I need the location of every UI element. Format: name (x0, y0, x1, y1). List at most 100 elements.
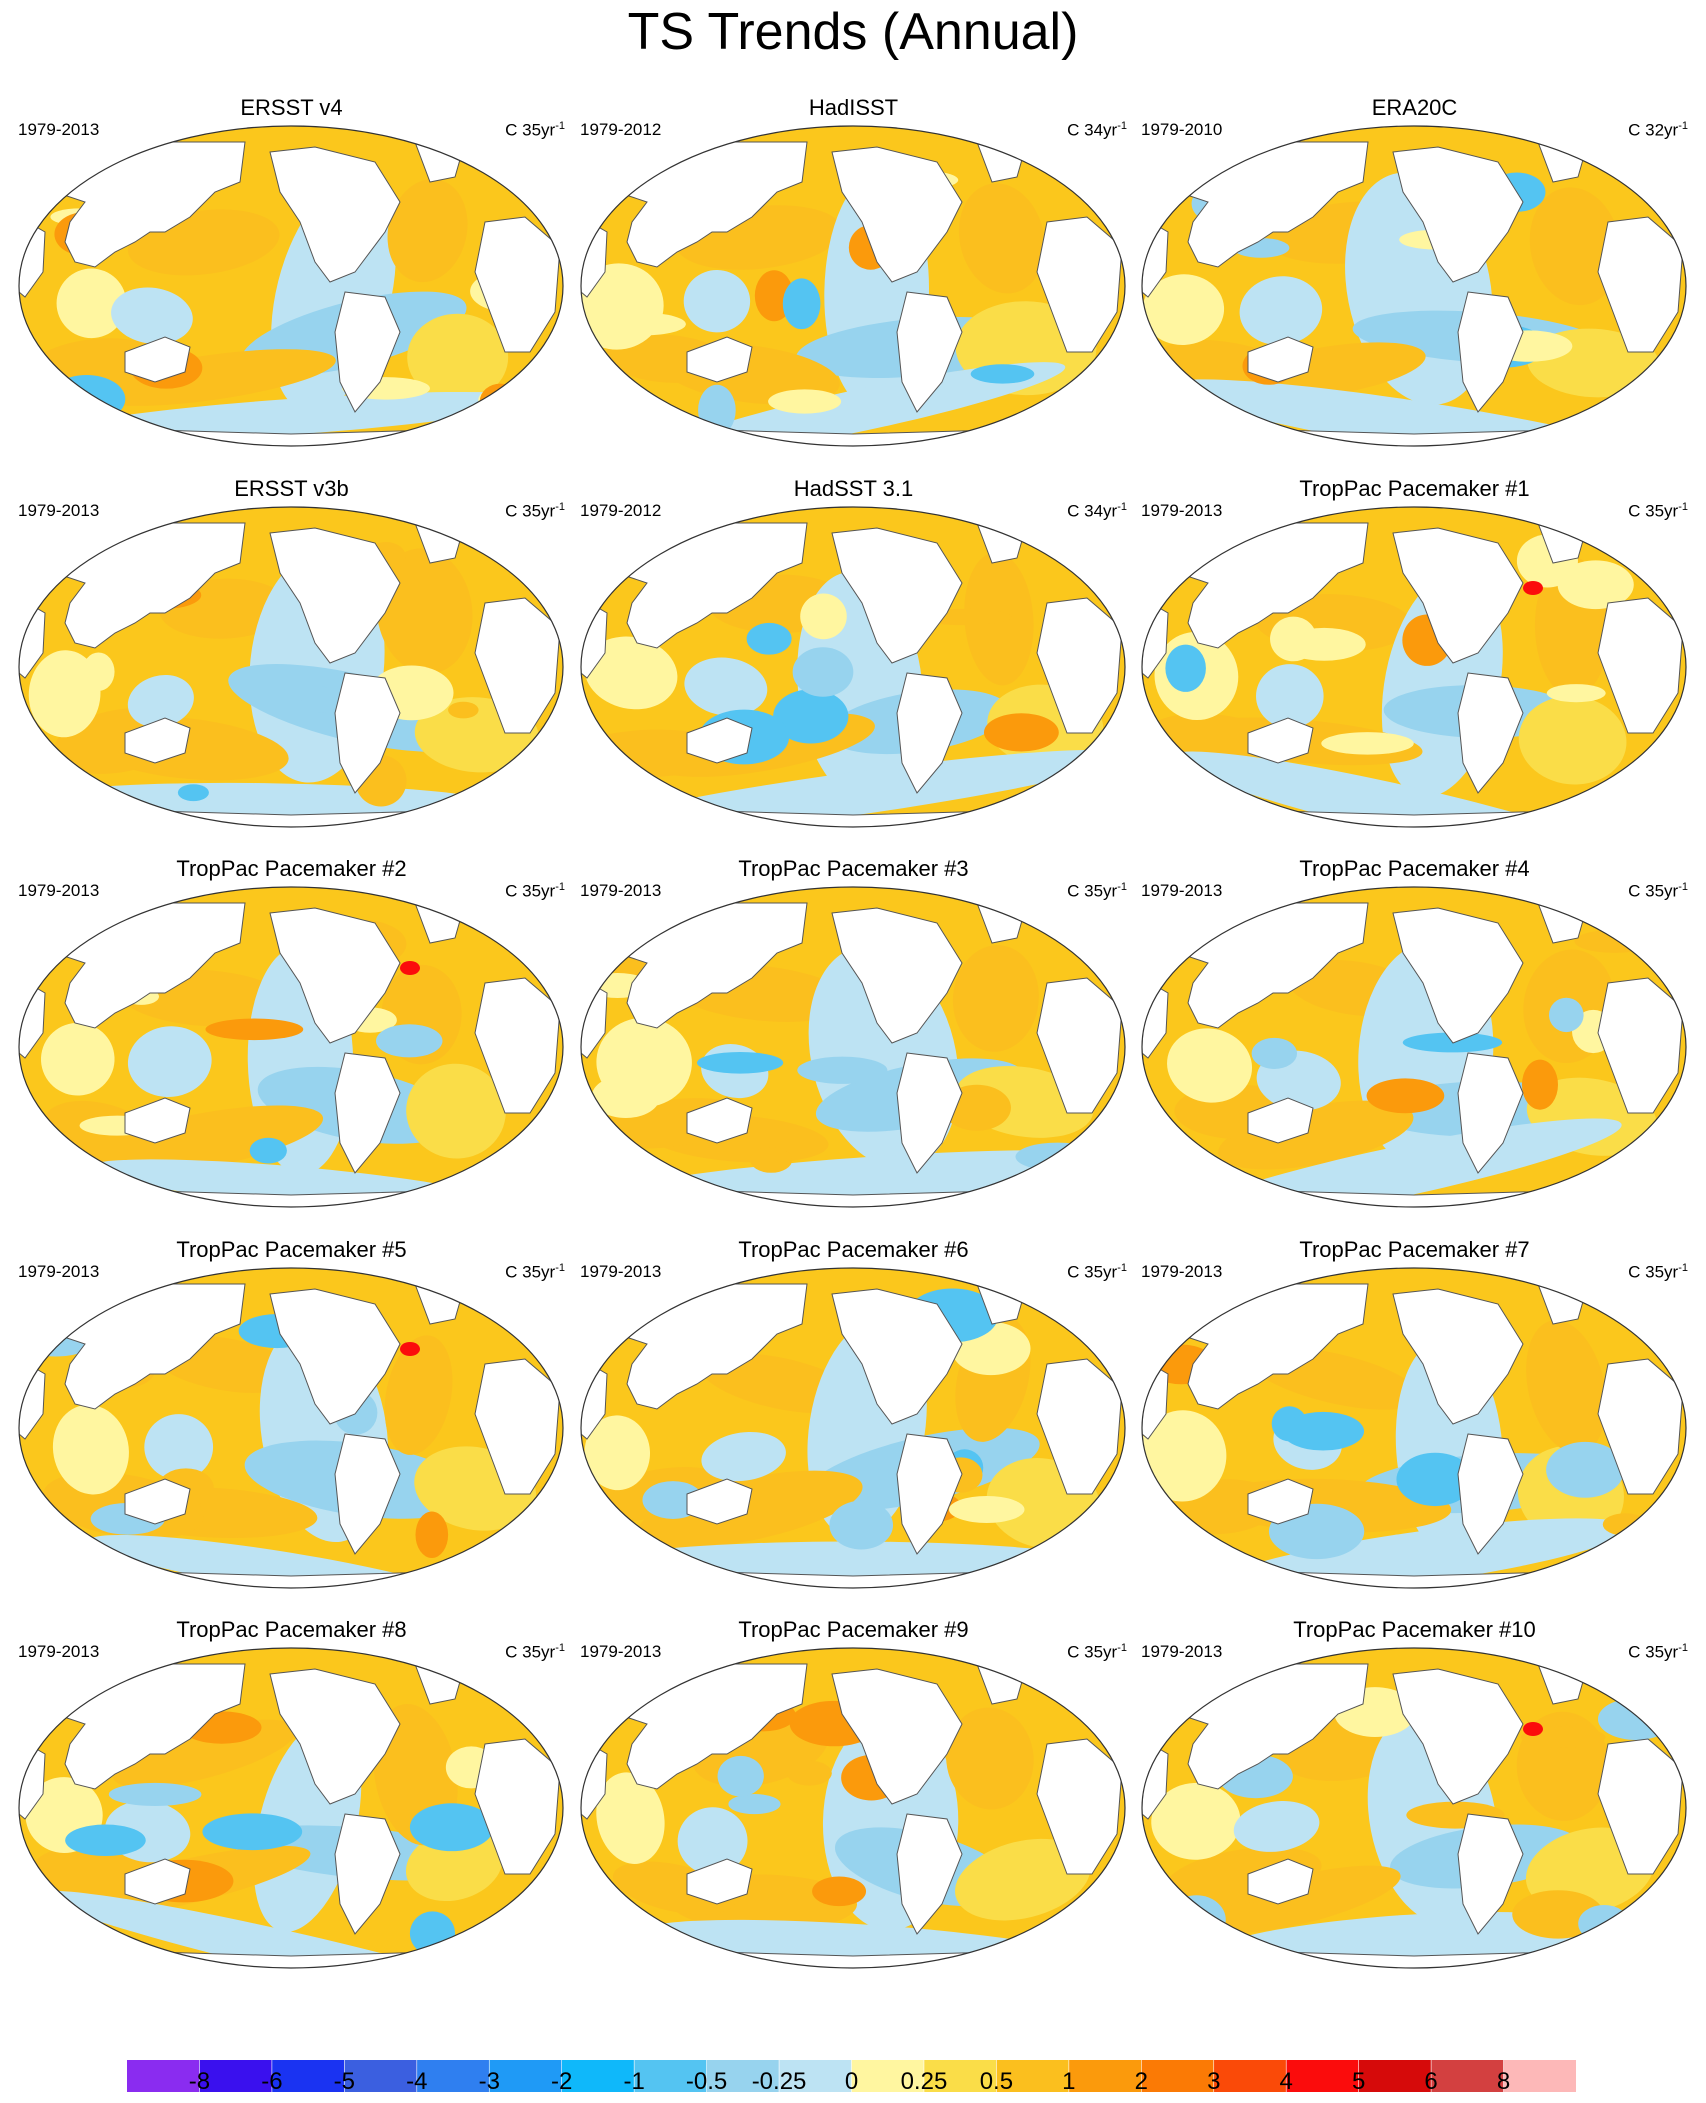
colorbar-tick-label: -6 (261, 2068, 283, 2095)
panel-period: 1979-2013 (580, 881, 662, 900)
world-map (580, 886, 1126, 1208)
panel-period: 1979-2013 (18, 881, 100, 900)
trend-field (19, 1648, 563, 1968)
world-map (580, 1647, 1126, 1969)
panel-title: ERSST v4 (240, 95, 343, 120)
trend-field (1142, 887, 1686, 1207)
panel-units: C 35yr-1 (1067, 881, 1127, 901)
colorbar-swatch (1213, 2060, 1287, 2092)
panel-units: C 34yr-1 (1067, 501, 1127, 521)
panel-period: 1979-2013 (1141, 1262, 1223, 1281)
colorbar-swatch (1068, 2060, 1142, 2092)
panel-period: 1979-2013 (18, 120, 100, 139)
colorbar-swatch (416, 2060, 490, 2092)
panel-units: C 35yr-1 (1067, 1642, 1127, 1662)
figure-title: TS Trends (Annual) (627, 3, 1079, 61)
colorbar-tick-label: -0.25 (751, 2068, 807, 2095)
colorbar-tick-label: -3 (478, 2068, 500, 2095)
panel-units: C 32yr-1 (1628, 120, 1688, 140)
colorbar (127, 2060, 1576, 2092)
colorbar-swatch (996, 2060, 1069, 2092)
panel-units: C 35yr-1 (505, 1642, 565, 1662)
colorbar-swatch (561, 2060, 635, 2092)
map-panel: TropPac Pacemaker #9 1979-2013 C 35yr-1 (570, 1617, 1137, 1983)
world-map (1141, 886, 1687, 1208)
trend-field (19, 126, 563, 446)
world-map (18, 1647, 564, 1969)
world-map (580, 125, 1126, 447)
trend-field (19, 1268, 563, 1588)
colorbar-tick-label: -1 (623, 2068, 645, 2095)
world-map (580, 1267, 1126, 1589)
colorbar-tick-label: -4 (406, 2068, 428, 2095)
colorbar-swatch (1431, 2060, 1504, 2092)
panel-units: C 35yr-1 (1628, 881, 1688, 901)
panel-title: TropPac Pacemaker #4 (1299, 856, 1530, 881)
world-map (18, 125, 564, 447)
trend-field (581, 887, 1125, 1207)
trend-field (581, 1648, 1125, 1968)
trend-field (19, 507, 563, 827)
world-map (18, 1267, 564, 1589)
colorbar-swatch (489, 2060, 562, 2092)
colorbar-swatch (1358, 2060, 1432, 2092)
panel-title: TropPac Pacemaker #10 (1293, 1617, 1536, 1642)
map-panel: TropPac Pacemaker #8 1979-2013 C 35yr-1 (8, 1617, 575, 1983)
panel-units: C 35yr-1 (1628, 1642, 1688, 1662)
colorbar-swatch (634, 2060, 707, 2092)
colorbar-swatch (706, 2060, 780, 2092)
colorbar-tick-label: -5 (333, 2068, 356, 2095)
panel-period: 1979-2013 (18, 501, 100, 520)
colorbar-swatch (127, 2060, 200, 2092)
panel-title: TropPac Pacemaker #3 (738, 856, 969, 881)
panel-units: C 35yr-1 (505, 881, 565, 901)
panel-title: TropPac Pacemaker #9 (738, 1617, 969, 1642)
panel-title: HadSST 3.1 (793, 476, 914, 501)
panel-title: TropPac Pacemaker #8 (176, 1617, 407, 1642)
world-map (1141, 1267, 1687, 1589)
panel-period: 1979-2013 (18, 1642, 100, 1661)
map-panel: TropPac Pacemaker #2 1979-2013 C 35yr-1 (8, 856, 575, 1222)
colorbar-tick-label: 4 (1279, 2068, 1293, 2095)
trend-field (1142, 1648, 1686, 1968)
map-panel: TropPac Pacemaker #1 1979-2013 C 35yr-1 (1131, 476, 1698, 842)
panel-units: C 35yr-1 (1628, 501, 1688, 521)
panel-title: TropPac Pacemaker #1 (1299, 476, 1530, 501)
panel-units: C 35yr-1 (1628, 1262, 1688, 1282)
colorbar-swatch (1503, 2060, 1576, 2092)
map-panel: TropPac Pacemaker #7 1979-2013 C 35yr-1 (1131, 1237, 1698, 1603)
colorbar-tick-label: -0.5 (685, 2068, 728, 2095)
colorbar-swatch (1141, 2060, 1214, 2092)
colorbar-swatch (199, 2060, 272, 2092)
panel-units: C 35yr-1 (1067, 1262, 1127, 1282)
colorbar-tick-label: -8 (188, 2068, 211, 2095)
panel-period: 1979-2012 (580, 120, 662, 139)
map-panel: ERSST v4 1979-2013 C 35yr-1 (8, 95, 575, 461)
trend-field (19, 887, 563, 1207)
world-map (18, 506, 564, 828)
map-panel: ERA20C 1979-2010 C 32yr-1 (1131, 95, 1698, 461)
colorbar-tick-label: 1 (1062, 2068, 1076, 2095)
world-map (580, 506, 1126, 828)
trend-field (581, 507, 1125, 827)
colorbar-tick-label: 0.5 (979, 2068, 1014, 2095)
trend-field (1142, 126, 1686, 446)
panel-units: C 35yr-1 (505, 120, 565, 140)
world-map (1141, 1647, 1687, 1969)
panel-title: TropPac Pacemaker #7 (1299, 1237, 1530, 1262)
panel-period: 1979-2013 (18, 1262, 100, 1281)
panel-title: ERSST v3b (234, 476, 349, 501)
colorbar-swatch (779, 2060, 852, 2092)
colorbar-swatch (851, 2060, 924, 2092)
world-map (1141, 506, 1687, 828)
map-panel: TropPac Pacemaker #6 1979-2013 C 35yr-1 (570, 1237, 1137, 1603)
map-panel: ERSST v3b 1979-2013 C 35yr-1 (8, 476, 575, 842)
panel-period: 1979-2012 (580, 501, 662, 520)
panel-title: TropPac Pacemaker #6 (738, 1237, 969, 1262)
map-panel: TropPac Pacemaker #4 1979-2013 C 35yr-1 (1131, 856, 1698, 1222)
colorbar-tick-label: 5 (1351, 2068, 1366, 2095)
map-panel: HadISST 1979-2012 C 34yr-1 (570, 95, 1137, 461)
panel-period: 1979-2010 (1141, 120, 1223, 139)
colorbar-swatch (1286, 2060, 1359, 2092)
panel-period: 1979-2013 (580, 1642, 662, 1661)
